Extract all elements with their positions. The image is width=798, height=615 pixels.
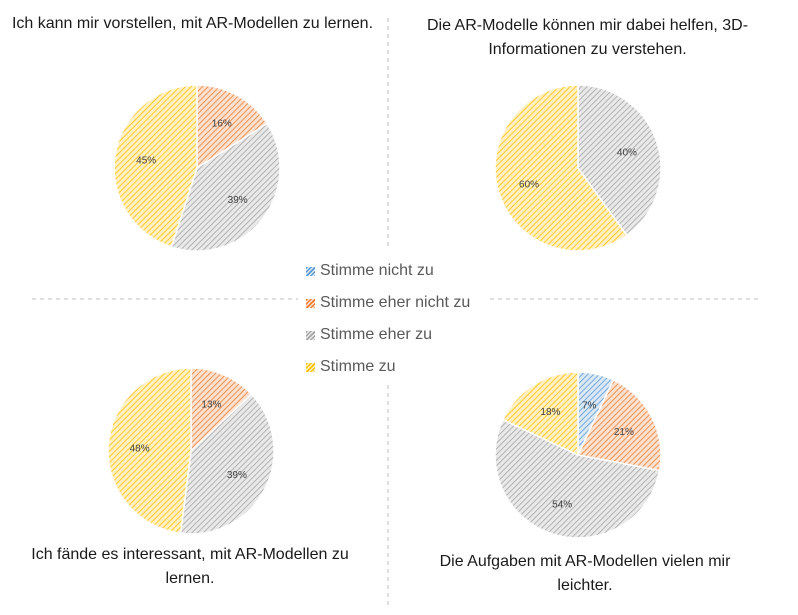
chart-title-2: Die AR-Modelle können mir dabei helfen, … [426,17,749,58]
pie-slice-stimme-eher-zu [179,393,275,535]
pie-slice-stimme-eher-nicht-zu [190,367,253,453]
data-label-stimme-zu: 45% [136,155,156,166]
legend-label: Stimme eher nicht zu [320,294,471,311]
pie-slice-stimme-zu [494,84,628,252]
data-label-stimme-zu: 48% [130,443,150,454]
chart-title-1: Ich kann mir vorstellen, mit AR-Modellen… [11,15,374,32]
data-label-stimme-zu: 18% [540,407,560,418]
legend: Stimme nicht zu Stimme eher nicht zu Sti… [306,255,470,383]
legend-item-stimme-nicht-zu: Stimme nicht zu [306,255,470,287]
pie-slice-stimme-zu [113,84,198,248]
pie-slice-stimme-eher-zu [577,84,662,237]
data-label-stimme-zu: 60% [519,179,539,190]
chart-title-3: Ich fände es interessant, mit AR-Modelle… [31,546,349,587]
chart-title-4: Die Aufgaben mit AR-Modellen vielen mir … [439,553,731,594]
pie-slice-stimme-zu [501,371,579,457]
legend-label: Stimme eher zu [320,326,433,343]
legend-swatch [306,266,315,276]
data-label-stimme-eher-zu: 39% [227,470,247,481]
data-label-stimme-eher-zu: 40% [617,148,637,159]
data-label-stimme-eher-nicht-zu: 16% [212,118,232,129]
legend-item-stimme-eher-nicht-zu: Stimme eher nicht zu [306,287,470,319]
legend-swatch [306,330,315,340]
pie-chart-1: 16% 39% 45% [113,84,281,252]
legend-swatch [306,298,315,308]
legend-item-stimme-zu: Stimme zu [306,351,470,383]
pie-slice-stimme-zu [107,367,192,535]
data-label-stimme-nicht-zu: 7% [582,400,597,411]
legend-swatch [306,362,315,372]
pie-chart-2: 40% 60% [494,84,662,252]
legend-item-stimme-eher-zu: Stimme eher zu [306,319,470,351]
data-label-stimme-eher-zu: 39% [228,195,248,206]
data-label-stimme-eher-nicht-zu: 21% [614,427,634,438]
pie-slice-stimme-eher-zu [494,418,661,539]
legend-label: Stimme nicht zu [320,262,434,279]
pie-slice-stimme-eher-nicht-zu [196,84,269,170]
pie-chart-3: 13% 39% 48% [107,367,275,535]
data-label-stimme-eher-nicht-zu: 13% [201,399,221,410]
pie-slice-stimme-eher-nicht-zu [576,378,662,472]
pie-slice-stimme-eher-zu [170,122,281,252]
data-label-stimme-eher-zu: 54% [552,499,572,510]
pie-chart-4: 7% 21% 54% 18% [494,371,662,539]
legend-label: Stimme zu [320,358,396,375]
